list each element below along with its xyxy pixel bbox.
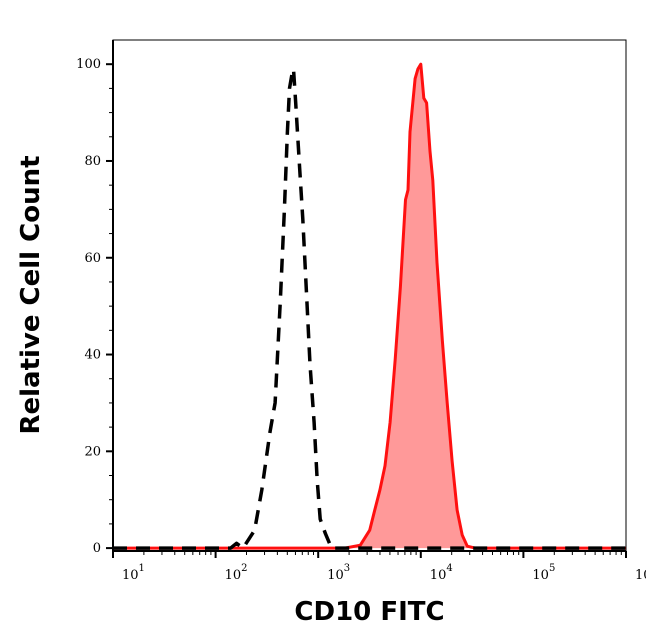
series-fill-area (113, 64, 626, 549)
x-tick-label: 104 (430, 563, 453, 583)
isotype-control-line (113, 67, 626, 550)
y-tick-label: 100 (76, 57, 101, 72)
y-tick-label: 0 (93, 541, 101, 556)
x-tick-label: 105 (532, 563, 555, 583)
y-tick-label: 80 (84, 154, 101, 169)
stained-sample-line (113, 62, 626, 550)
x-tick-label: 101 (122, 563, 145, 583)
y-axis-title: Relative Cell Count (16, 155, 46, 434)
x-tick-label: 106 (635, 563, 646, 583)
x-tick-exponent: 5 (549, 563, 555, 574)
y-tick-label: 40 (84, 348, 101, 363)
x-axis-title: CD10 FITC (294, 597, 444, 627)
x-tick-label: 102 (225, 563, 248, 583)
x-tick-exponent: 2 (241, 563, 247, 574)
x-tick-exponent: 1 (139, 563, 145, 574)
plot-frame (112, 39, 627, 552)
x-tick-label: 103 (327, 563, 350, 583)
x-tick-exponent: 4 (446, 563, 452, 574)
x-tick-exponent: 3 (344, 563, 350, 574)
y-tick-label: 60 (84, 251, 101, 266)
y-tick-label: 20 (84, 444, 101, 459)
